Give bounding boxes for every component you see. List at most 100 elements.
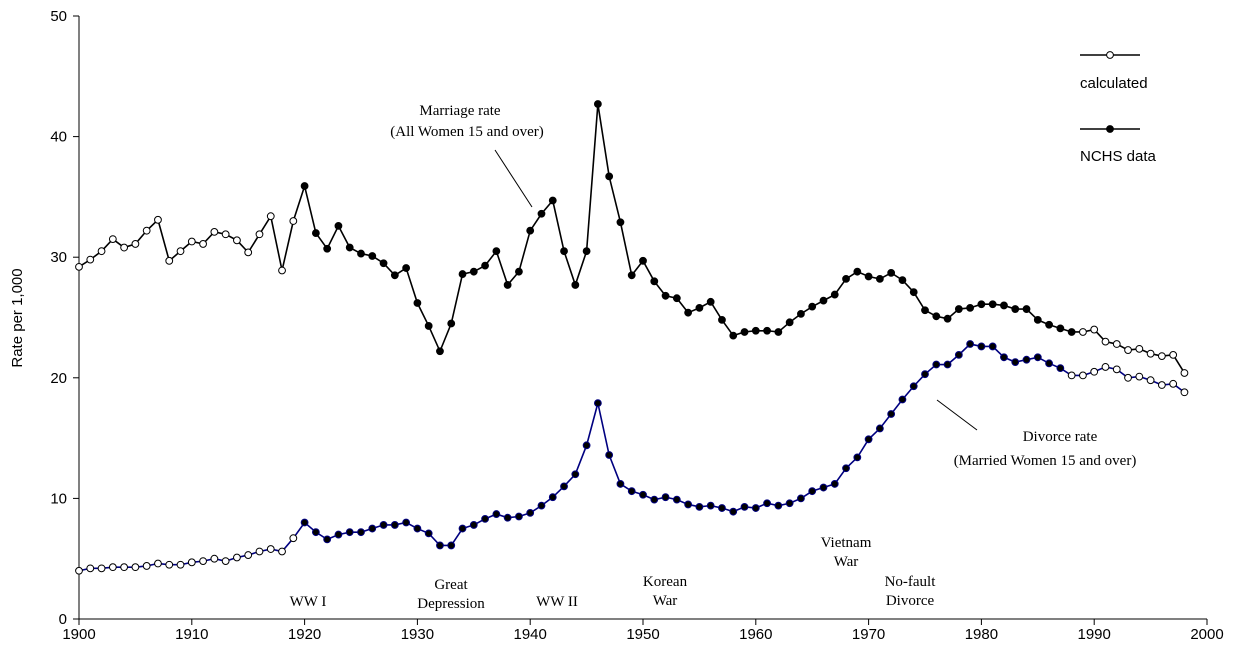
data-point <box>1157 381 1166 389</box>
data-point <box>1135 372 1144 381</box>
data-point <box>390 271 399 280</box>
data-point <box>842 275 850 283</box>
data-point <box>503 281 512 289</box>
data-point <box>695 502 704 511</box>
annotation: War <box>834 554 859 570</box>
x-tick-label: 1950 <box>626 626 659 643</box>
data-point <box>616 480 625 488</box>
data-point <box>661 493 670 502</box>
data-point <box>244 551 253 559</box>
data-point <box>729 507 738 516</box>
data-point <box>616 218 625 227</box>
data-point <box>458 270 467 278</box>
data-point <box>199 557 207 566</box>
data-point <box>921 306 929 315</box>
annotation: Korean <box>643 574 688 590</box>
data-point <box>1112 365 1121 374</box>
data-point <box>1124 373 1132 382</box>
x-tick-label: 1930 <box>401 626 434 643</box>
data-point <box>571 470 580 479</box>
data-point <box>537 501 546 510</box>
data-point <box>469 267 478 276</box>
data-point <box>864 272 873 281</box>
data-point <box>1169 350 1178 359</box>
pointer <box>494 149 533 208</box>
data-point <box>808 302 817 311</box>
data-point <box>108 235 117 244</box>
data-point <box>1135 344 1144 353</box>
data-point <box>785 318 794 327</box>
data-point <box>323 244 332 253</box>
data-point <box>1056 324 1065 333</box>
data-point <box>1011 358 1020 367</box>
data-point <box>120 243 129 252</box>
data-point <box>1067 328 1076 336</box>
data-point <box>751 326 760 335</box>
data-point <box>390 521 399 529</box>
data-point <box>1157 352 1166 360</box>
data-point <box>311 528 320 537</box>
x-tick-label: 1910 <box>175 626 208 643</box>
data-point <box>86 255 95 264</box>
annotation: Divorce <box>886 593 935 609</box>
data-point <box>639 256 647 265</box>
data-point <box>684 308 693 317</box>
data-point <box>503 513 512 522</box>
data-point <box>627 271 636 280</box>
data-point <box>86 564 95 573</box>
data-point <box>853 453 862 462</box>
data-point <box>165 560 174 569</box>
y-axis-label: Rate per 1,000 <box>9 268 26 367</box>
series-label: Divorce rate <box>1023 429 1098 445</box>
annotation: Vietnam <box>821 535 872 551</box>
data-point <box>875 275 884 283</box>
data-point <box>357 528 365 537</box>
annotation: WW I <box>290 594 327 610</box>
pointer <box>936 399 978 431</box>
x-tick-label: 1920 <box>288 626 321 643</box>
legend-marker <box>1106 51 1114 59</box>
data-point <box>233 553 241 562</box>
data-point <box>526 226 535 235</box>
data-point <box>650 277 659 286</box>
data-point <box>97 247 106 256</box>
data-point <box>763 499 771 508</box>
data-point <box>368 524 377 533</box>
data-point <box>311 229 320 237</box>
data-point <box>1090 367 1099 376</box>
data-point <box>357 249 365 258</box>
data-point <box>943 314 952 323</box>
data-point <box>402 518 411 527</box>
data-point <box>176 247 185 256</box>
data-point <box>1000 301 1008 310</box>
data-point <box>1124 346 1132 354</box>
data-point <box>819 483 828 492</box>
x-tick-label: 1980 <box>965 626 998 643</box>
data-point <box>447 319 456 328</box>
data-point <box>1033 316 1042 324</box>
series-note: (Married Women 15 and over) <box>954 453 1137 469</box>
data-point <box>582 441 591 450</box>
data-point <box>1033 353 1042 362</box>
data-point <box>176 560 185 569</box>
x-tick-label: 1970 <box>852 626 885 643</box>
data-point <box>1056 364 1065 373</box>
data-point <box>1146 376 1155 385</box>
data-point <box>436 541 444 550</box>
data-point <box>605 172 614 181</box>
y-tick-label: 0 <box>59 611 67 628</box>
data-point <box>887 268 896 277</box>
data-point <box>368 252 377 260</box>
data-point <box>650 495 659 504</box>
data-point <box>1146 349 1155 358</box>
x-tick-label: 1900 <box>62 626 95 643</box>
data-point <box>672 294 681 303</box>
data-point <box>740 328 749 336</box>
y-tick-label: 40 <box>50 129 67 146</box>
data-point <box>729 331 738 340</box>
data-point <box>244 248 253 257</box>
data-point <box>108 563 117 572</box>
x-tick-label: 1990 <box>1078 626 1111 643</box>
data-point <box>1022 305 1031 313</box>
data-point <box>424 529 433 538</box>
